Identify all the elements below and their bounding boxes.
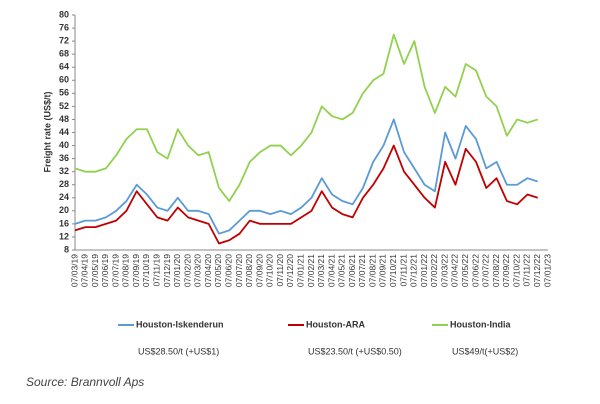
y-axis-label: Freight rate (US$/t) xyxy=(42,91,52,172)
x-tick-label: 07/12/20 xyxy=(285,254,295,287)
legend-note: US$23.50/t (+US$0.50) xyxy=(308,346,402,356)
x-tick-label: 07/10/22 xyxy=(511,254,521,287)
x-tick-label: 07/09/19 xyxy=(131,254,141,287)
x-tick-label: 07/07/22 xyxy=(481,254,491,287)
x-tick-label: 07/06/19 xyxy=(100,254,110,287)
series-line xyxy=(74,144,538,245)
y-tick-label: 12 xyxy=(59,231,69,241)
y-tick-label: 44 xyxy=(59,127,69,137)
x-tick-label: 07/02/22 xyxy=(429,254,439,287)
x-tick-label: 07/01/22 xyxy=(419,254,429,287)
x-tick-label: 07/05/19 xyxy=(90,254,100,287)
x-tick-label: 07/10/19 xyxy=(141,254,151,287)
y-tick-label: 8 xyxy=(64,244,69,254)
x-tick-label: 07/08/19 xyxy=(121,254,131,287)
y-tick-label: 28 xyxy=(59,179,69,189)
y-tick-label: 60 xyxy=(59,75,69,85)
x-tick-label: 07/03/19 xyxy=(69,254,79,287)
x-tick-label: 07/04/19 xyxy=(80,254,90,287)
x-tick-label: 07/06/21 xyxy=(347,254,357,287)
x-tick-label: 07/06/20 xyxy=(223,254,233,287)
x-tick-label: 07/11/19 xyxy=(152,254,162,287)
legend-label: Houston-Iskenderun xyxy=(136,319,224,329)
series-line xyxy=(74,118,538,235)
x-tick-label: 07/04/21 xyxy=(326,254,336,287)
y-tick-label: 36 xyxy=(59,153,69,163)
x-tick-label: 07/01/23 xyxy=(542,254,552,287)
y-tick-label: 32 xyxy=(59,166,69,176)
x-tick-label: 07/04/22 xyxy=(450,254,460,287)
x-tick-label: 07/03/22 xyxy=(439,254,449,287)
x-tick-label: 07/08/20 xyxy=(244,254,254,287)
y-tick-label: 80 xyxy=(59,9,69,19)
y-tick-label: 24 xyxy=(59,192,69,202)
x-tick-label: 07/03/20 xyxy=(193,254,203,287)
x-tick-label: 07/04/20 xyxy=(203,254,213,287)
legend-note: US$49/t(+US$2) xyxy=(452,346,518,356)
x-tick-label: 07/01/21 xyxy=(295,254,305,287)
x-tick-label: 07/03/21 xyxy=(316,254,326,287)
y-tick-label: 68 xyxy=(59,49,69,59)
y-tick-label: 64 xyxy=(59,62,69,72)
source: Source: Brannvoll Aps xyxy=(26,375,144,389)
x-tick-label: 07/11/22 xyxy=(522,254,532,287)
x-tick-label: 07/02/21 xyxy=(306,254,316,287)
x-tick-label: 07/07/19 xyxy=(110,254,120,287)
x-tick-label: 07/01/20 xyxy=(172,254,182,287)
y-tick-label: 56 xyxy=(59,88,69,98)
legend-label: Houston-India xyxy=(450,319,511,329)
x-tick-label: 07/09/22 xyxy=(501,254,511,287)
y-tick-label: 20 xyxy=(59,205,69,215)
x-tick-label: 07/05/21 xyxy=(337,254,347,287)
x-tick-label: 07/12/21 xyxy=(409,254,419,287)
x-tick-label: 07/05/22 xyxy=(460,254,470,287)
y-tick-label: 52 xyxy=(59,101,69,111)
legend-note: US$28.50/t (+US$1) xyxy=(138,346,219,356)
x-tick-label: 07/10/21 xyxy=(388,254,398,287)
x-tick-label: 07/11/20 xyxy=(275,254,285,287)
x-tick-label: 07/07/21 xyxy=(357,254,367,287)
x-tick-label: 07/06/22 xyxy=(470,254,480,287)
y-tick-label: 76 xyxy=(59,22,69,32)
legend-label: Houston-ARA xyxy=(306,319,365,329)
x-tick-label: 07/08/22 xyxy=(491,254,501,287)
x-tick-label: 07/07/20 xyxy=(234,254,244,287)
x-tick-label: 07/10/20 xyxy=(265,254,275,287)
y-tick-label: 48 xyxy=(59,114,69,124)
x-tick-label: 07/08/21 xyxy=(367,254,377,287)
y-tick-label: 16 xyxy=(59,218,69,228)
series-line xyxy=(74,33,538,202)
x-tick-label: 07/12/22 xyxy=(532,254,542,287)
x-tick-label: 07/05/20 xyxy=(213,254,223,287)
x-tick-label: 07/11/21 xyxy=(398,254,408,287)
y-tick-label: 40 xyxy=(59,140,69,150)
y-tick-label: 72 xyxy=(59,35,69,45)
x-tick-label: 07/09/20 xyxy=(254,254,264,287)
x-tick-label: 07/09/21 xyxy=(378,254,388,287)
x-tick-label: 07/12/19 xyxy=(162,254,172,287)
x-tick-label: 07/02/20 xyxy=(182,254,192,287)
